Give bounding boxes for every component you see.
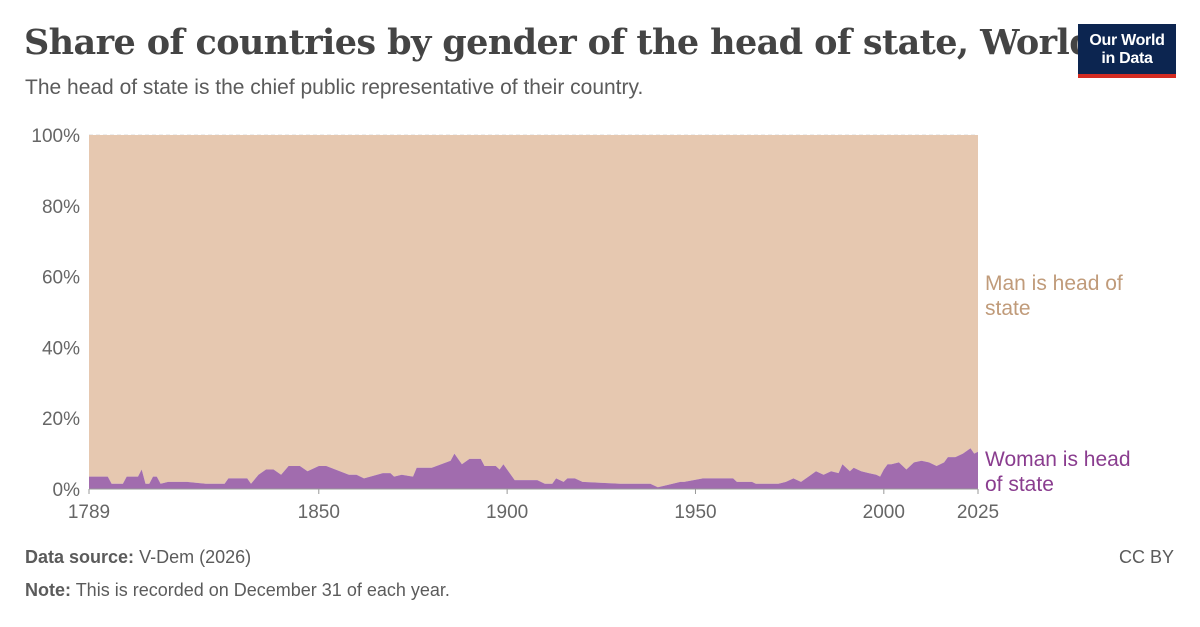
chart-title: Share of countries by gender of the head… xyxy=(24,22,1094,63)
source-value[interactable]: V-Dem (2026) xyxy=(139,547,252,567)
y-tick-label: 60% xyxy=(42,268,80,289)
license-link[interactable]: CC BY xyxy=(1118,547,1174,567)
x-tick-label: 2000 xyxy=(863,502,905,523)
y-axis: 0% 20% 40% 60% 80% 100% xyxy=(31,126,80,501)
logo-line-1: Our World xyxy=(1089,32,1165,49)
y-tick-label: 0% xyxy=(53,480,81,501)
logo-line-2: in Data xyxy=(1101,50,1153,67)
x-axis: 1789 1850 1900 1950 2000 2025 xyxy=(68,488,999,523)
x-tick-label: 2025 xyxy=(957,502,999,523)
y-tick-label: 100% xyxy=(31,126,80,147)
x-tick-label: 1950 xyxy=(674,502,716,523)
chart-subtitle: The head of state is the chief public re… xyxy=(25,76,644,99)
owid-logo[interactable]: Our World in Data xyxy=(1078,24,1176,78)
y-tick-label: 80% xyxy=(42,197,80,218)
x-tick-label: 1850 xyxy=(298,502,340,523)
note-line: Note: This is recorded on December 31 of… xyxy=(25,580,450,601)
woman-area[interactable] xyxy=(89,448,978,489)
source-line: Data source: V-Dem (2026) xyxy=(25,547,251,568)
source-label: Data source: xyxy=(25,547,135,567)
series-label-woman: of state xyxy=(985,473,1054,496)
x-tick-label: 1900 xyxy=(486,502,528,523)
series-label-man: state xyxy=(985,297,1031,320)
series-label-woman: Woman is head xyxy=(985,448,1131,471)
note-label: Note: xyxy=(25,580,71,600)
man-area[interactable] xyxy=(89,135,978,488)
series-label-man: Man is head of xyxy=(985,272,1123,295)
y-tick-label: 40% xyxy=(42,338,80,359)
y-tick-label: 20% xyxy=(42,409,80,430)
note-value: This is recorded on December 31 of each … xyxy=(75,580,450,600)
x-tick-label: 1789 xyxy=(68,502,110,523)
